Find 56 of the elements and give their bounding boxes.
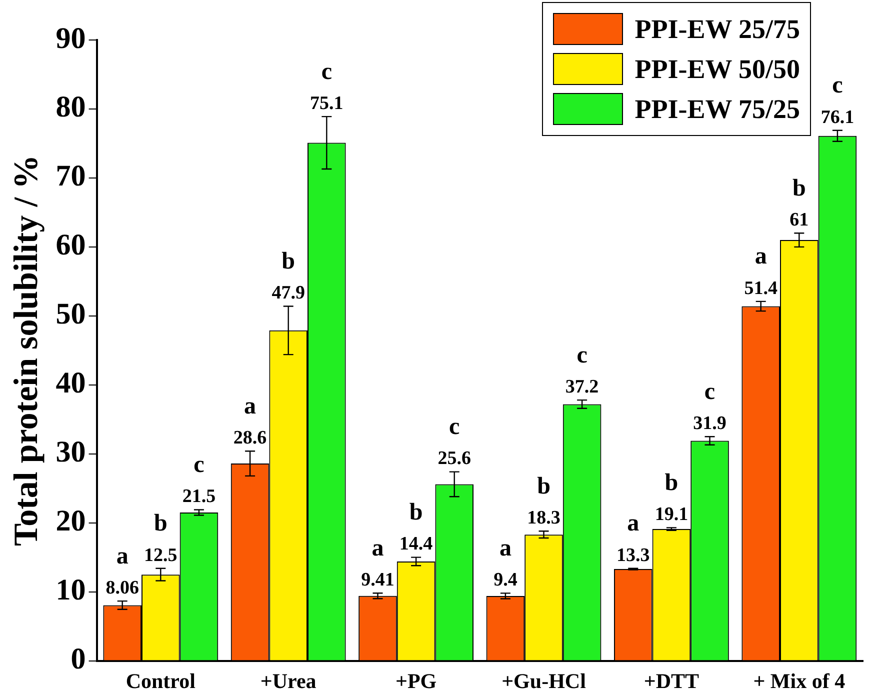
annotation: a bbox=[372, 535, 384, 562]
annotation: b bbox=[792, 175, 806, 202]
annotation: b bbox=[282, 248, 296, 274]
legend-label: PPI-EW 50/50 bbox=[634, 54, 800, 84]
data-label: 14.4 bbox=[399, 534, 434, 555]
annotation: c bbox=[194, 452, 205, 478]
data-label: 8.06 bbox=[106, 577, 139, 598]
data-label: 13.3 bbox=[616, 544, 650, 566]
legend-label: PPI-EW 25/75 bbox=[634, 14, 800, 44]
annotation: a bbox=[244, 393, 256, 420]
annotation: c bbox=[449, 414, 460, 440]
annotation: c bbox=[576, 342, 588, 368]
y-tick-label: 20 bbox=[56, 504, 86, 538]
annotation: a bbox=[627, 510, 640, 537]
x-tick-label: Control bbox=[126, 668, 196, 693]
y-tick-label: 90 bbox=[56, 22, 86, 55]
data-label: 75.1 bbox=[310, 92, 344, 114]
x-tick-label: +Urea bbox=[260, 668, 317, 693]
data-label: 9.41 bbox=[361, 570, 394, 591]
x-tick-label: +PG bbox=[395, 668, 437, 693]
annotation: b bbox=[537, 473, 550, 500]
y-tick-label: 80 bbox=[56, 90, 86, 124]
y-tick-label: 60 bbox=[56, 228, 86, 262]
y-tick-label: 10 bbox=[56, 574, 86, 607]
data-label: 25.6 bbox=[438, 448, 471, 470]
data-label: 47.9 bbox=[272, 282, 305, 304]
y-tick-label: 50 bbox=[56, 298, 86, 331]
data-label: 21.5 bbox=[182, 486, 216, 508]
x-tick-label: +Gu-HCl bbox=[502, 668, 586, 693]
y-tick-label: 30 bbox=[56, 436, 86, 469]
data-label: 76.1 bbox=[820, 106, 854, 128]
x-tick-label: +DTT bbox=[644, 668, 700, 693]
annotation: a bbox=[116, 543, 128, 570]
data-label: 61 bbox=[790, 210, 809, 231]
annotation: c bbox=[321, 58, 332, 85]
y-tick-label: 40 bbox=[56, 366, 86, 400]
annotation: c bbox=[832, 72, 844, 99]
data-label: 12.5 bbox=[144, 544, 178, 566]
x-tick-label: + Mix of 4 bbox=[753, 668, 846, 693]
data-label: 9.4 bbox=[494, 570, 518, 591]
data-label: 18.3 bbox=[527, 508, 560, 529]
annotation: a bbox=[499, 535, 512, 562]
y-tick-label: 70 bbox=[56, 160, 86, 193]
legend-label: PPI-EW 75/25 bbox=[634, 94, 800, 124]
annotation: a bbox=[754, 244, 767, 270]
annotation: b bbox=[409, 500, 423, 526]
annotation: c bbox=[704, 378, 716, 405]
data-label: 37.2 bbox=[565, 376, 599, 398]
data-label: 28.6 bbox=[233, 428, 267, 449]
annotation: b bbox=[664, 470, 678, 496]
data-label: 31.9 bbox=[693, 413, 726, 434]
data-label: 19.1 bbox=[654, 504, 688, 526]
y-axis-title: Total protein solubility / % bbox=[8, 154, 46, 546]
y-tick-label: 0 bbox=[70, 642, 86, 676]
data-label: 51.4 bbox=[744, 278, 778, 299]
annotation: b bbox=[154, 510, 168, 537]
